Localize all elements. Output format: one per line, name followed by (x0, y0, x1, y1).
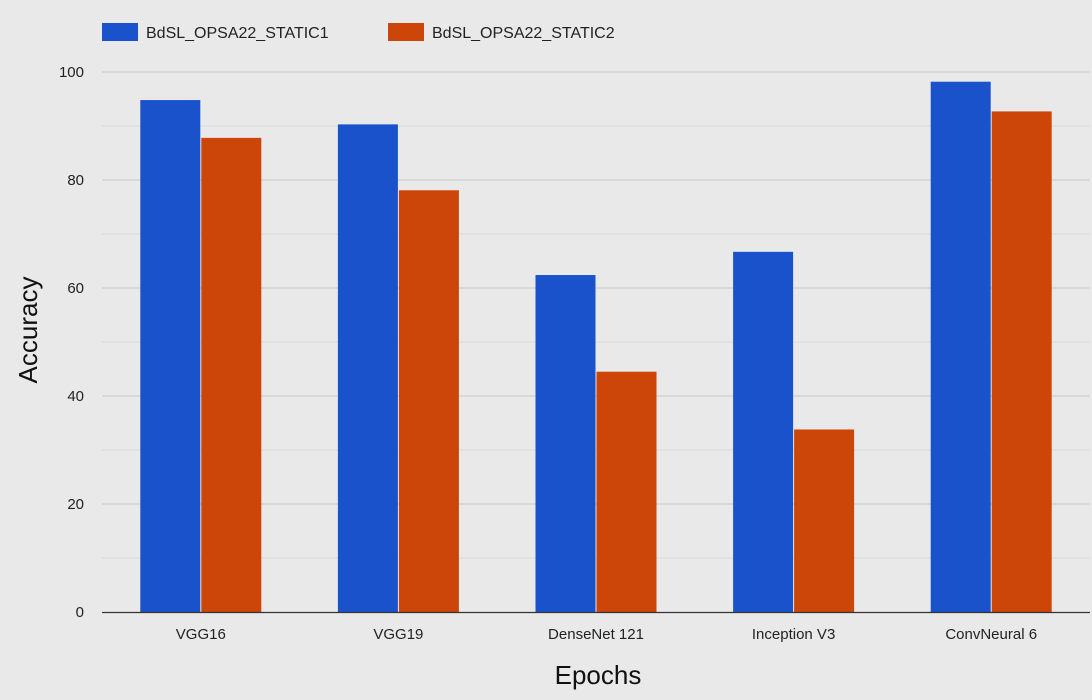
bar-2 (794, 429, 855, 612)
bar-2 (991, 111, 1052, 613)
y-tick-label: 40 (67, 388, 84, 405)
bar-1 (535, 275, 596, 612)
bar-1 (733, 251, 794, 612)
x-tick-label: Inception V3 (752, 626, 835, 643)
axes: 0 20 40 60 80 100 VGG16 VGG19 DenseNet 121 Incept… (59, 64, 1090, 643)
grid-lines (102, 71, 1090, 559)
bar-1 (337, 124, 398, 612)
y-tick-label: 0 (76, 604, 84, 621)
y-tick-label: 60 (67, 280, 84, 297)
y-tick-label: 20 (67, 496, 84, 513)
bar-2 (398, 190, 459, 612)
x-tick-label: DenseNet 121 (548, 626, 644, 643)
y-axis-title: Accuracy (13, 277, 43, 384)
x-axis-title: Epochs (555, 660, 642, 690)
legend-label: BdSL_OPSA22_STATIC1 (146, 25, 329, 42)
bar-1 (140, 100, 201, 612)
legend: BdSL_OPSA22_STATIC1 BdSL_OPSA22_STATIC2 (102, 23, 615, 42)
bar-2 (201, 137, 262, 612)
x-tick-label: VGG19 (373, 626, 423, 643)
bar-2 (596, 371, 657, 612)
legend-swatch (388, 23, 424, 41)
x-tick-label: ConvNeural 6 (945, 626, 1037, 643)
y-tick-label: 80 (67, 172, 84, 189)
x-tick-label: VGG16 (176, 626, 226, 643)
bar-1 (930, 81, 991, 613)
legend-label: BdSL_OPSA22_STATIC2 (432, 25, 615, 42)
y-tick-label: 100 (59, 64, 84, 81)
legend-swatch (102, 23, 138, 41)
bars (140, 81, 1052, 613)
